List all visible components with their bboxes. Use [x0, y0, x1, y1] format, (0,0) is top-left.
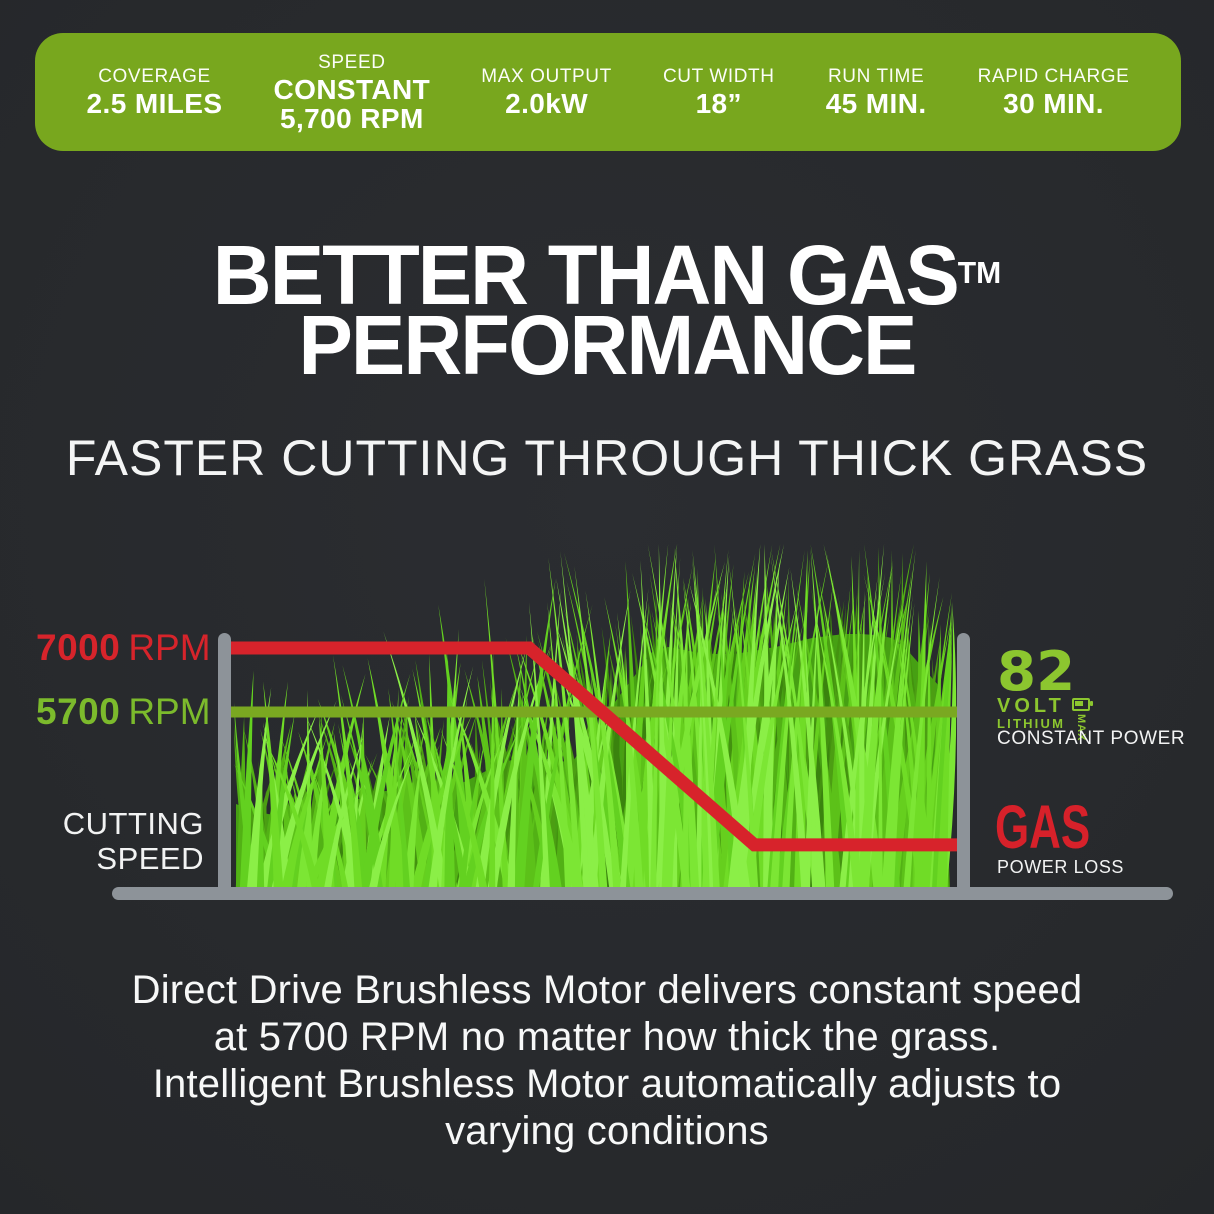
- battery-rpm-unit: RPM: [128, 691, 211, 732]
- spec-run-time: RUN TIME 45 MIN.: [826, 66, 927, 118]
- cutting-speed-axis-label: CUTTING SPEED: [62, 806, 204, 876]
- headline: BETTER THAN GASTM PERFORMANCE: [18, 233, 1196, 392]
- gas-label: GAS: [995, 793, 1091, 861]
- specs-banner: COVERAGE 2.5 MILES SPEED CONSTANT 5,700 …: [35, 33, 1181, 151]
- subtitle: FASTER CUTTING THROUGH THICK GRASS: [65, 430, 1149, 486]
- spec-coverage: COVERAGE 2.5 MILES: [87, 66, 223, 118]
- battery-lithium-word: LITHIUM: [997, 716, 1066, 731]
- headline-line2: PERFORMANCE: [298, 298, 918, 392]
- battery-volt-number: 82: [997, 640, 1076, 703]
- power-loss-caption: POWER LOSS: [997, 857, 1125, 877]
- spec-rapid-charge: RAPID CHARGE 30 MIN.: [978, 66, 1130, 118]
- spec-value: 18”: [695, 88, 742, 119]
- spec-label: RAPID CHARGE: [977, 66, 1130, 87]
- spec-label: MAX OUTPUT: [481, 66, 612, 87]
- gas-rpm-value: 7000: [36, 627, 121, 668]
- gas-rpm-tick: 7000 RPM: [36, 627, 211, 668]
- spec-value: 2.5 MILES: [86, 88, 223, 119]
- spec-label: RUN TIME: [827, 66, 925, 87]
- spec-label: COVERAGE: [98, 66, 211, 87]
- spec-value: 30 MIN.: [1003, 88, 1104, 119]
- battery-volt-word: VOLT: [997, 695, 1065, 717]
- spec-label: CUT WIDTH: [662, 66, 775, 87]
- spec-max-output: MAX OUTPUT 2.0kW: [481, 66, 612, 118]
- battery-max-block: MAX: [1070, 698, 1093, 742]
- spec-value: 45 MIN.: [825, 88, 927, 119]
- spec-value: 2.0kW: [505, 88, 589, 119]
- description-text: Direct Drive Brushless Motor delivers co…: [131, 968, 1083, 1153]
- gas-line: [231, 641, 958, 852]
- chart-bottom-axis: [112, 887, 1173, 900]
- gas-rpm-unit: RPM: [128, 627, 211, 668]
- trademark-symbol: TM: [957, 255, 1002, 290]
- battery-rpm-value: 5700: [36, 691, 121, 732]
- headline-line1: BETTER THAN GASTM: [18, 233, 1196, 317]
- battery-max-word: MAX: [1075, 714, 1087, 742]
- battery-rpm-tick: 5700 RPM: [36, 691, 211, 732]
- battery-82v-logo: 82 VOLT LITHIUM MAX: [997, 645, 1097, 741]
- chart-left-axis: [218, 633, 231, 891]
- chart-right-axis: [957, 633, 970, 891]
- battery-icon: [1072, 698, 1093, 711]
- spec-label: SPEED: [318, 51, 386, 73]
- spec-speed: SPEED CONSTANT 5,700 RPM: [274, 52, 431, 133]
- headline-text: BETTER THAN GAS: [212, 228, 960, 322]
- constant-power-caption: CONSTANT POWER: [997, 728, 1186, 749]
- spec-value: CONSTANT 5,700 RPM: [273, 73, 431, 134]
- spec-cut-width: CUT WIDTH 18”: [663, 66, 775, 118]
